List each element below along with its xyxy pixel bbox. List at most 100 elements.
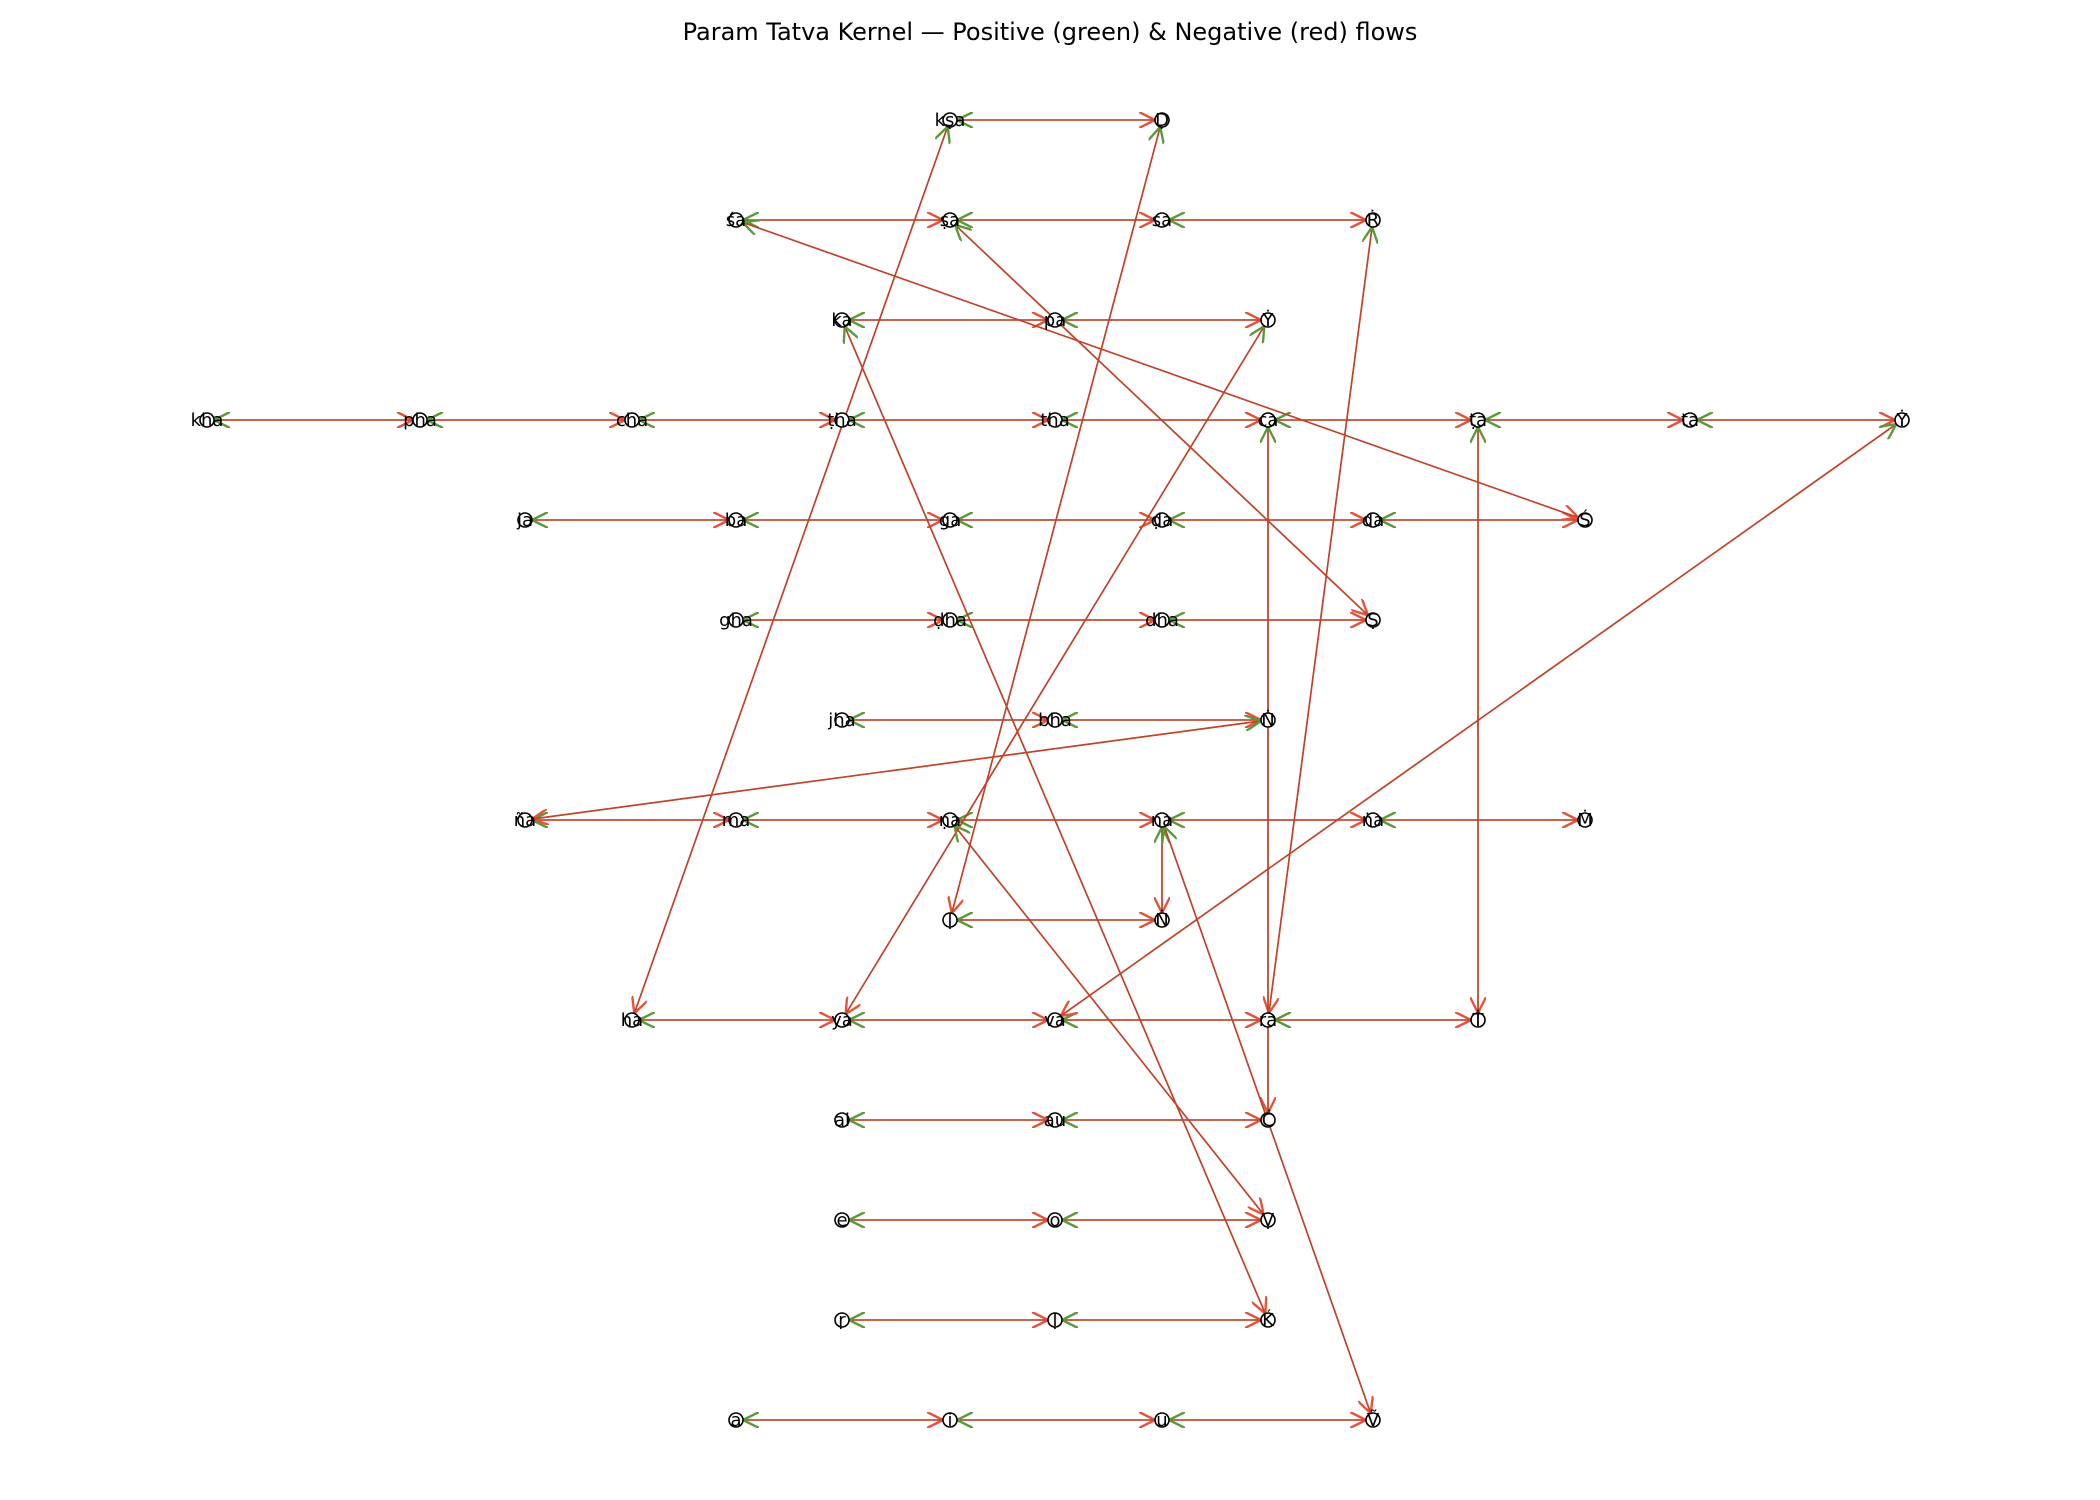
node-marker [942,812,958,828]
node-label: Ċ [1262,1109,1275,1131]
graph-node: da [1362,510,1384,531]
graph-node: ma [722,810,751,831]
diagram-title: Param Tatva Kernel — Positive (green) & … [682,18,1418,46]
node-marker [1154,112,1170,128]
graph-node: Ṅ [1260,710,1276,731]
graph-node: ra [1259,1010,1277,1031]
node-label: ṭa [1469,410,1487,431]
node-label: pa [1044,310,1066,331]
node-label: Ẏ [1896,410,1909,431]
node-marker [834,1112,850,1128]
node-marker [1577,812,1593,828]
node-marker [1365,812,1381,828]
graph-node: ṭa [1469,410,1487,431]
node-marker [942,112,958,128]
node-label: ṅa [1362,810,1384,831]
graph-node: Ṿ [1260,1210,1276,1231]
node-marker [412,412,428,428]
node-label: Ḱ [1262,1309,1275,1331]
node-marker [1365,1412,1381,1428]
node-marker [942,612,958,628]
graph-node: e [834,1210,850,1231]
graph-node: ja [516,510,533,531]
graph-node: Ṣ [1365,610,1381,631]
node-label: ña [514,810,536,831]
graph-node: Ṽ [1365,1409,1381,1431]
graph-node: Ḱ [1260,1309,1276,1331]
graph-node: ba [725,510,747,531]
node-label: Ḍ [1155,110,1169,131]
node-marker [1577,512,1593,528]
node-marker [1470,412,1486,428]
graph-node: va [1044,1010,1066,1031]
node-label: pha [403,410,437,431]
node-marker [199,412,215,428]
positive-flow-edge [743,222,1579,519]
node-label: Ẏ [1262,310,1275,331]
node-label: ta [1681,410,1699,431]
graph-node: Ṁ [1577,810,1593,831]
node-label: o [1049,1210,1060,1231]
graph-node: dha [1145,610,1179,631]
node-label: ḍha [933,610,967,631]
graph-node: ḍha [933,610,967,631]
node-marker [728,512,744,528]
node-marker [942,512,958,528]
node-marker [624,412,640,428]
node-label: ṇa [939,810,961,831]
graph-node: ca [1258,410,1279,431]
graph-node: ña [514,810,536,831]
node-marker [834,1012,850,1028]
positive-flow-edge [531,721,1261,820]
node-marker [1047,1012,1063,1028]
node-marker [942,912,958,928]
graph-node: tha [1040,410,1070,431]
positive-flow-edge [633,127,947,1014]
node-label: va [1044,1010,1066,1031]
node-marker [1154,612,1170,628]
node-marker [834,312,850,328]
node-marker [1047,1112,1063,1128]
node-marker [1260,1212,1276,1228]
positive-flow-edge [844,326,1265,1015]
positive-flow-edge [845,326,1266,1314]
graph-node: ya [831,1010,853,1031]
graph-node: ga [939,510,961,531]
node-marker [1047,1212,1063,1228]
graph-node: u [1154,1410,1170,1431]
graph-node: ḷ [942,910,958,931]
positive-flow-edge [954,825,1265,1216]
node-marker [1365,512,1381,528]
node-label: bha [1038,710,1072,731]
graph-node: kha [191,410,224,431]
node-marker [1260,712,1276,728]
graph-node: na [1151,810,1173,831]
node-label: ha [621,1010,643,1031]
node-label: u [1156,1410,1167,1431]
node-label: Ṫ [1472,1010,1485,1031]
node-label: ṣa [940,210,960,231]
node-label: ṛ [838,1310,846,1331]
node-label: ḷ [947,910,952,931]
node-label: cha [616,410,648,431]
node-label: tha [1040,410,1070,431]
node-marker [728,812,744,828]
node-marker [1260,412,1276,428]
node-label: ca [1258,410,1279,431]
node-label: jha [827,710,855,731]
node-marker [1470,1012,1486,1028]
node-marker [728,612,744,628]
graph-node: Ṫ [1470,1010,1486,1031]
node-marker [942,1412,958,1428]
node-label: ya [831,1010,853,1031]
graph-node: sa [1152,210,1172,231]
node-marker [1894,412,1910,428]
node-marker [942,212,958,228]
node-label: e [836,1210,847,1231]
graph-node: ṇa [939,810,961,831]
node-label: gha [719,610,753,631]
node-marker [1154,912,1170,928]
graph-node: jha [827,710,855,731]
node-marker [1154,812,1170,828]
